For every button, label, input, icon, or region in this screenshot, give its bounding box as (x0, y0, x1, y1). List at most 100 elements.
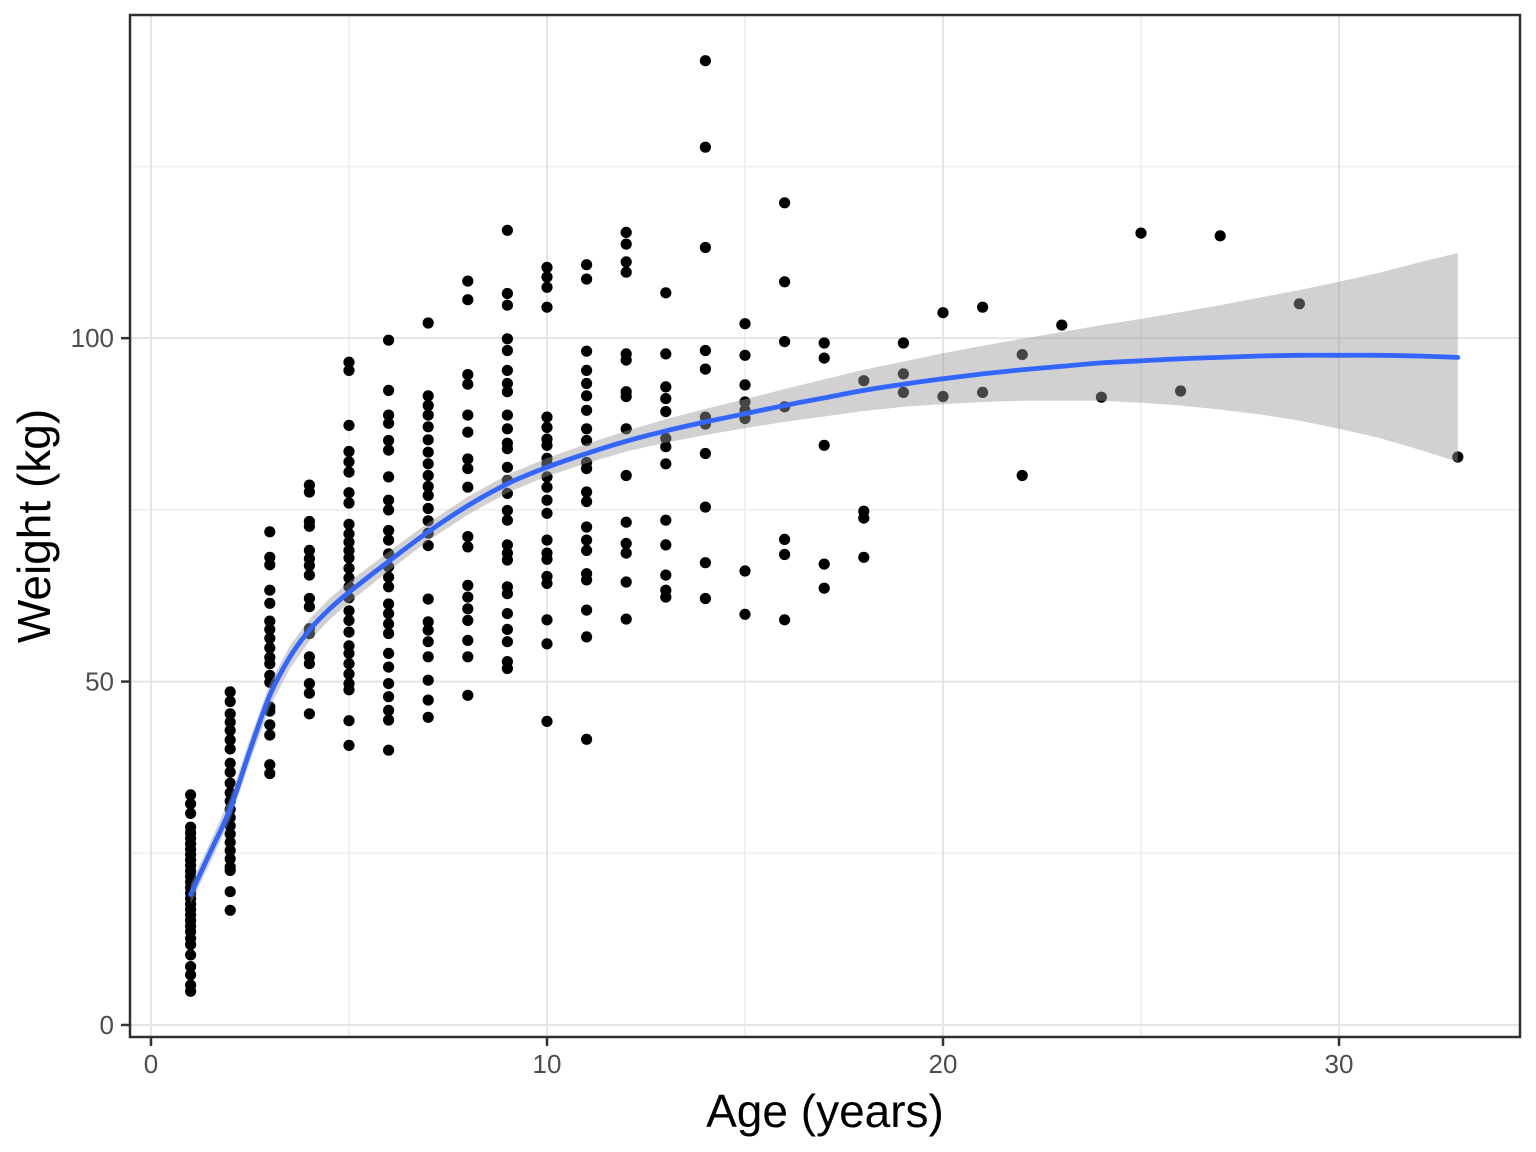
data-point (818, 337, 830, 349)
data-point (660, 406, 672, 418)
data-point (858, 512, 870, 524)
data-point (660, 441, 672, 453)
data-point (343, 419, 355, 431)
data-point (739, 396, 751, 408)
data-point (818, 439, 830, 451)
data-point (343, 614, 355, 627)
data-point (383, 409, 395, 421)
data-point (224, 886, 236, 898)
data-point (422, 624, 434, 636)
data-point (224, 757, 236, 769)
data-point (541, 471, 553, 483)
data-point (660, 393, 672, 405)
data-point (1293, 298, 1305, 310)
data-point (581, 259, 593, 271)
data-point (699, 241, 712, 254)
data-point (303, 559, 315, 572)
y-tick-label: 0 (100, 1010, 114, 1040)
data-point (185, 961, 197, 973)
data-point (1095, 391, 1107, 403)
data-point (303, 708, 315, 720)
data-point (185, 985, 197, 997)
data-point (501, 377, 513, 390)
data-point (501, 299, 513, 311)
data-point (422, 446, 434, 458)
data-point (541, 638, 553, 650)
data-point (264, 584, 276, 596)
data-point (224, 853, 236, 865)
data-point (383, 534, 395, 546)
data-point (1214, 230, 1226, 242)
data-point (303, 592, 315, 605)
data-point (422, 434, 434, 446)
data-point (620, 256, 632, 268)
data-point (581, 733, 593, 745)
data-point (1016, 349, 1028, 361)
data-point (185, 949, 197, 961)
data-point (264, 597, 276, 609)
data-point (581, 273, 593, 285)
data-point (224, 864, 236, 877)
data-point (660, 348, 672, 360)
data-point (462, 481, 474, 493)
data-point (541, 553, 553, 565)
x-tick-label: 20 (929, 1049, 958, 1079)
data-point (501, 539, 513, 551)
data-point (462, 689, 474, 701)
data-point (224, 904, 236, 916)
data-point (422, 540, 434, 552)
data-point (660, 381, 672, 393)
data-point (501, 386, 513, 398)
data-point (343, 445, 355, 458)
data-point (660, 591, 672, 603)
data-point (779, 336, 791, 348)
data-point (462, 275, 474, 287)
data-point (383, 494, 395, 506)
data-point (303, 569, 315, 581)
data-point (739, 608, 751, 620)
data-point (541, 281, 553, 293)
data-point (462, 378, 474, 390)
data-point (1016, 469, 1028, 482)
data-point (343, 626, 355, 638)
data-point (620, 423, 632, 435)
axis-tick-labels: 0 10 20 30 0 50 100 (71, 323, 1354, 1079)
data-point (383, 627, 395, 640)
panel-border (128, 13, 1522, 1039)
data-point (383, 691, 395, 703)
x-tick-label: 10 (533, 1049, 562, 1079)
data-point (501, 504, 513, 517)
data-point (264, 615, 276, 627)
data-point (383, 618, 395, 630)
data-point (224, 836, 236, 848)
data-point (383, 444, 395, 456)
data-point (264, 642, 276, 654)
data-point (581, 544, 593, 557)
data-point (264, 768, 276, 780)
data-point (581, 496, 593, 508)
data-point (581, 390, 593, 402)
x-axis-title: Age (years) (706, 1085, 944, 1137)
data-point (303, 486, 315, 498)
data-point (303, 687, 315, 699)
data-point (383, 678, 395, 690)
data-point (343, 658, 355, 670)
data-point (343, 572, 355, 584)
axis-tick-marks (121, 336, 1341, 1046)
data-point (858, 551, 870, 563)
data-point (383, 417, 395, 429)
data-point (699, 447, 712, 460)
data-point (343, 456, 355, 468)
data-point (501, 364, 513, 376)
data-point (699, 501, 712, 513)
data-point (541, 411, 553, 423)
data-point (303, 658, 315, 670)
data-point (343, 562, 355, 574)
data-point (383, 647, 395, 660)
data-point (620, 266, 632, 278)
data-point (541, 421, 553, 433)
data-point (779, 548, 791, 561)
data-point (383, 744, 395, 756)
data-point (264, 729, 276, 741)
